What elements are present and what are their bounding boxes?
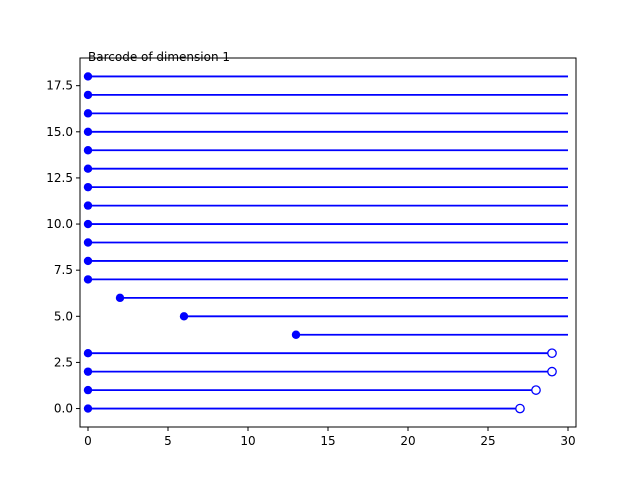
bar-birth-point	[115, 293, 125, 303]
x-tick-label: 15	[320, 434, 335, 448]
bar-birth-point	[83, 349, 93, 358]
bar-death-point	[547, 348, 557, 359]
y-tick-label: 2.5	[54, 355, 73, 369]
x-tick-label: 25	[480, 434, 495, 448]
bar-birth-point	[83, 90, 93, 100]
bars-layer	[83, 72, 568, 414]
bar-birth-point	[83, 404, 93, 413]
bar-birth-point	[83, 238, 93, 247]
y-tick-label: 5.0	[54, 309, 73, 323]
x-axis: 0 5 10 15 20 25 30	[84, 427, 576, 448]
x-tick-label: 0	[84, 434, 92, 448]
bar-birth-point	[83, 146, 93, 155]
bar-birth-point	[83, 256, 93, 266]
y-tick-label: 12.5	[46, 171, 73, 185]
bar-death-point	[547, 366, 557, 377]
bar-birth-point	[83, 164, 93, 173]
y-tick-label: 15.0	[46, 125, 73, 139]
bar-death-point	[515, 403, 525, 414]
x-tick-label: 20	[400, 434, 415, 448]
y-tick-label: 17.5	[46, 79, 73, 93]
x-tick-label: 5	[164, 434, 172, 448]
bar-birth-point	[83, 182, 93, 192]
bar-birth-point	[83, 201, 93, 210]
bar-birth-point	[83, 72, 93, 81]
x-tick-label: 30	[560, 434, 575, 448]
bar-birth-point	[83, 109, 93, 118]
y-tick-label: 0.0	[54, 402, 73, 416]
bar-birth-point	[83, 219, 93, 229]
y-tick-label: 7.5	[54, 263, 73, 277]
x-tick-label: 10	[240, 434, 255, 448]
bar-birth-point	[179, 312, 189, 321]
y-axis: 0.0 2.5 5.0 7.5 10.0 12.5 15.0 17.5	[46, 79, 80, 416]
bar-birth-point	[83, 127, 93, 136]
bar-birth-point	[83, 275, 93, 284]
bar-birth-point	[83, 385, 93, 395]
bar-birth-point	[291, 330, 301, 339]
y-tick-label: 10.0	[46, 217, 73, 231]
bar-death-point	[531, 385, 541, 395]
bar-birth-point	[83, 367, 93, 376]
chart-title: Barcode of dimension 1	[88, 50, 230, 64]
